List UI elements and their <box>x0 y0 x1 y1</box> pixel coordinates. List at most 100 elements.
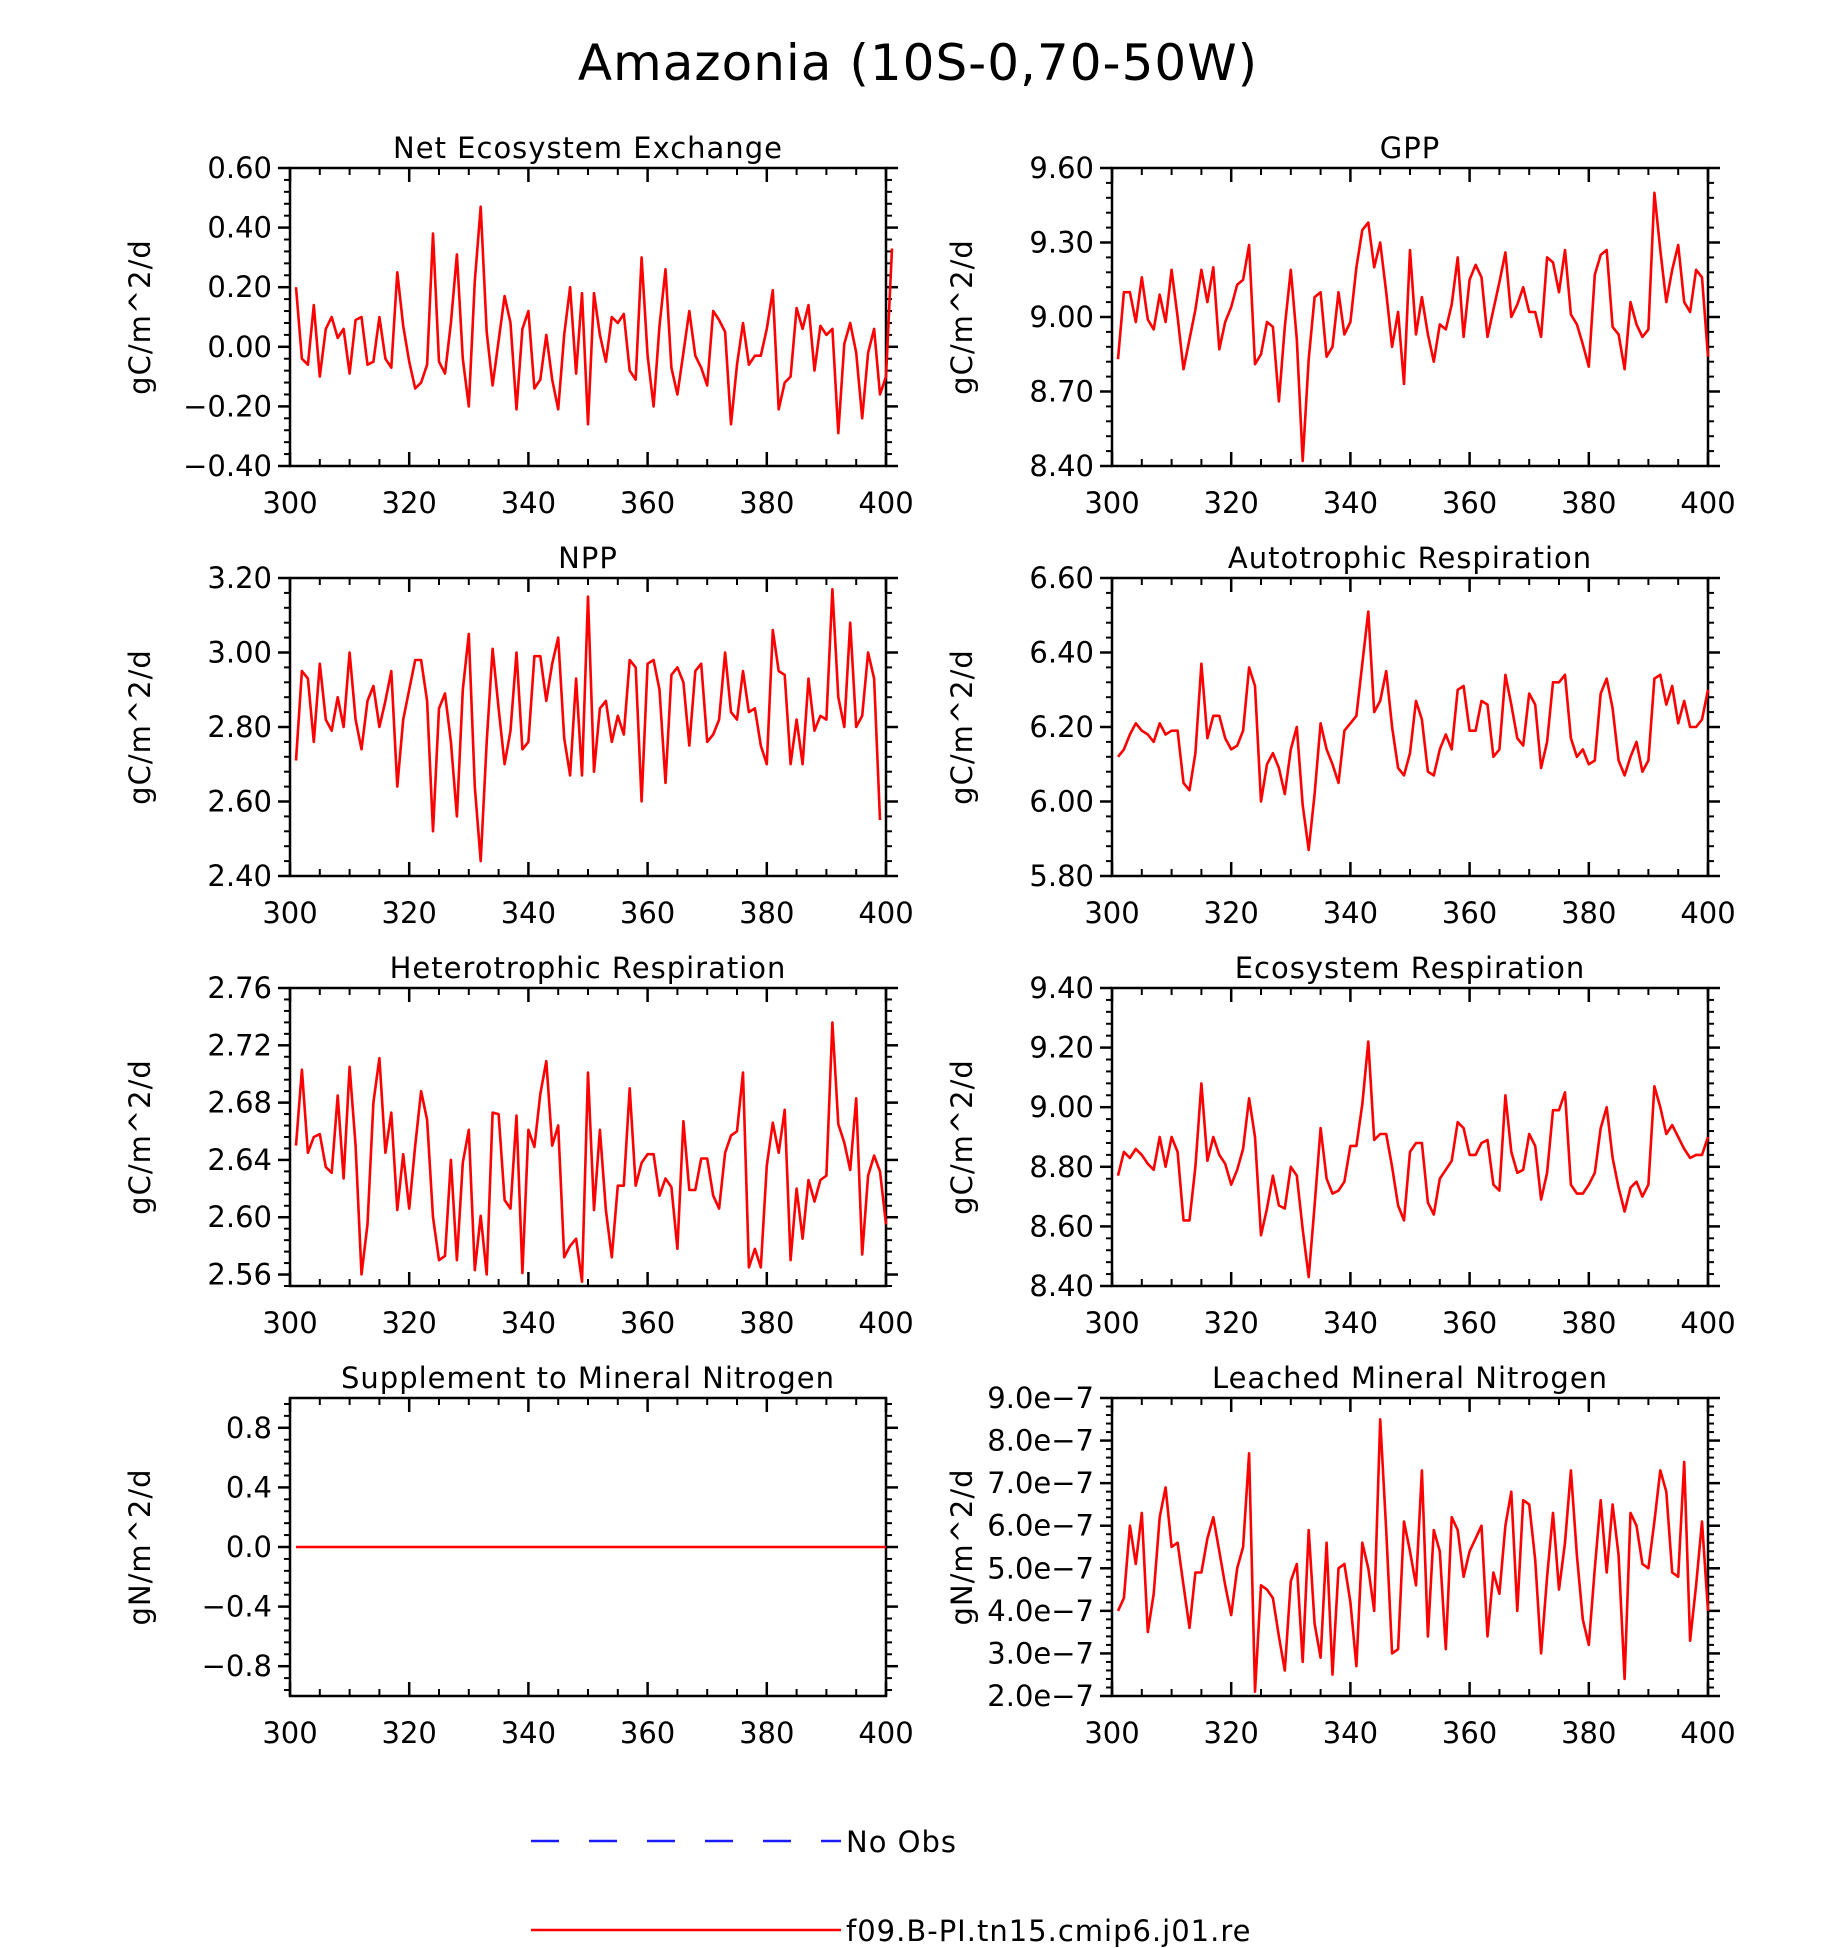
panel-title: Leached Mineral Nitrogen <box>1212 1361 1608 1395</box>
series-line <box>1116 1040 1710 1279</box>
x-tick-label: 340 <box>1323 486 1378 520</box>
y-axis-label: gC/m^2/d <box>123 1059 157 1215</box>
y-tick-label: 9.30 <box>1029 226 1094 260</box>
x-tick-label: 300 <box>1084 896 1139 930</box>
x-tick-label: 380 <box>1561 1716 1616 1750</box>
x-tick-label: 320 <box>1204 1306 1259 1340</box>
y-tick-label: 0.8 <box>226 1411 272 1445</box>
x-tick-label: 360 <box>1442 896 1497 930</box>
x-tick-label: 340 <box>501 896 556 930</box>
y-tick-label: −0.40 <box>183 449 272 483</box>
plot-frame <box>1110 986 1710 1288</box>
x-tick-label: 300 <box>1084 1306 1139 1340</box>
x-tick-label: 320 <box>1204 896 1259 930</box>
panel-title: Net Ecosystem Exchange <box>393 131 783 165</box>
x-tick-label: 320 <box>382 1716 437 1750</box>
panel-leached-mineral-nitrogen: Leached Mineral Nitrogen 300 320 340 360 380 4… <box>945 1361 1736 1750</box>
x-tick-label: 380 <box>1561 896 1616 930</box>
panel-ecosystem-respiration: Ecosystem Respiration 300 320 340 360 380 400 8… <box>945 951 1736 1340</box>
x-tick-label: 380 <box>739 896 794 930</box>
x-tick-label: 400 <box>1680 1716 1735 1750</box>
x-tick-label: 380 <box>739 1306 794 1340</box>
y-tick-label: 6.00 <box>1029 785 1094 819</box>
panel-title: NPP <box>558 541 618 575</box>
y-tick-label: 0.0 <box>226 1530 272 1564</box>
y-tick-label: 6.40 <box>1029 636 1094 670</box>
x-tick-label: 320 <box>382 486 437 520</box>
x-tick-label: 320 <box>382 1306 437 1340</box>
x-tick-label: 300 <box>262 896 317 930</box>
x-tick-label: 300 <box>1084 486 1139 520</box>
y-tick-label: 0.20 <box>207 270 272 304</box>
series-line <box>294 205 894 435</box>
y-tick-label: 8.40 <box>1029 1269 1094 1303</box>
y-axis-label: gC/m^2/d <box>945 1059 979 1215</box>
x-tick-label: 360 <box>620 486 675 520</box>
series-line <box>1116 191 1710 463</box>
y-tick-label: 8.0e−7 <box>987 1424 1094 1458</box>
x-tick-label: 400 <box>858 1306 913 1340</box>
y-tick-label: 2.0e−7 <box>987 1679 1094 1713</box>
x-tick-label: 380 <box>1561 486 1616 520</box>
y-tick-label: 9.00 <box>1029 300 1094 334</box>
y-tick-label: 2.40 <box>207 859 272 893</box>
x-tick-label: 400 <box>1680 1306 1735 1340</box>
x-tick-label: 320 <box>382 896 437 930</box>
x-tick-label: 300 <box>262 486 317 520</box>
y-axis-label: gN/m^2/d <box>945 1468 979 1625</box>
x-tick-label: 300 <box>1084 1716 1139 1750</box>
y-tick-label: 5.80 <box>1029 859 1094 893</box>
x-tick-label: 360 <box>620 1716 675 1750</box>
y-tick-label: −0.4 <box>202 1590 272 1624</box>
y-tick-label: 3.20 <box>207 561 272 595</box>
y-axis-label: gC/m^2/d <box>945 239 979 395</box>
y-tick-label: 3.00 <box>207 636 272 670</box>
panel-net-ecosystem-exchange: Net Ecosystem Exchange 300 320 340 360 380 400… <box>123 131 914 520</box>
y-tick-label: 3.0e−7 <box>987 1636 1094 1670</box>
y-tick-label: 9.60 <box>1029 151 1094 185</box>
y-axis-label: gC/m^2/d <box>123 239 157 395</box>
x-tick-label: 340 <box>1323 896 1378 930</box>
series-line <box>1116 1418 1710 1693</box>
plot-frame <box>1110 576 1710 878</box>
y-tick-label: −0.8 <box>202 1649 272 1683</box>
y-tick-label: 6.0e−7 <box>987 1509 1094 1543</box>
panel-title: Autotrophic Respiration <box>1228 541 1592 575</box>
x-tick-label: 380 <box>739 486 794 520</box>
x-tick-label: 360 <box>1442 1716 1497 1750</box>
y-tick-label: 6.20 <box>1029 710 1094 744</box>
x-tick-label: 400 <box>858 1716 913 1750</box>
y-tick-label: 9.00 <box>1029 1090 1094 1124</box>
x-tick-label: 400 <box>1680 896 1735 930</box>
x-tick-label: 300 <box>262 1306 317 1340</box>
y-tick-label: 2.80 <box>207 710 272 744</box>
x-tick-label: 360 <box>1442 1306 1497 1340</box>
y-tick-label: 0.40 <box>207 211 272 245</box>
x-tick-label: 360 <box>620 896 675 930</box>
y-tick-label: 2.60 <box>207 785 272 819</box>
x-tick-label: 380 <box>1561 1306 1616 1340</box>
y-tick-label: 0.00 <box>207 330 272 364</box>
x-tick-label: 360 <box>620 1306 675 1340</box>
y-tick-label: 6.60 <box>1029 561 1094 595</box>
x-tick-label: 360 <box>1442 486 1497 520</box>
series-line <box>294 1021 888 1283</box>
y-tick-label: 2.64 <box>207 1143 272 1177</box>
y-tick-label: 8.60 <box>1029 1209 1094 1243</box>
x-tick-label: 340 <box>501 486 556 520</box>
x-tick-label: 340 <box>1323 1306 1378 1340</box>
x-tick-label: 300 <box>262 1716 317 1750</box>
y-tick-label: 2.72 <box>207 1028 272 1062</box>
legend: No Obs f09.B-PI.tn15.cmip6.j01.re <box>531 1825 1250 1948</box>
legend-label-no-obs: No Obs <box>846 1825 957 1859</box>
y-tick-label: 9.20 <box>1029 1031 1094 1065</box>
panel-heterotrophic-respiration: Heterotrophic Respiration 300 320 340 360 380… <box>123 951 914 1340</box>
panel-title: Ecosystem Respiration <box>1235 951 1586 985</box>
panel-title: GPP <box>1380 131 1440 165</box>
plot-frame <box>1110 166 1710 468</box>
panels: Net Ecosystem Exchange 300 320 340 360 380 400… <box>123 131 1736 1750</box>
panel-supplement-to-mineral-nitrogen: Supplement to Mineral Nitrogen 300 320 340 3… <box>123 1361 914 1750</box>
y-axis-label: gC/m^2/d <box>123 649 157 805</box>
y-axis-label: gN/m^2/d <box>123 1468 157 1625</box>
